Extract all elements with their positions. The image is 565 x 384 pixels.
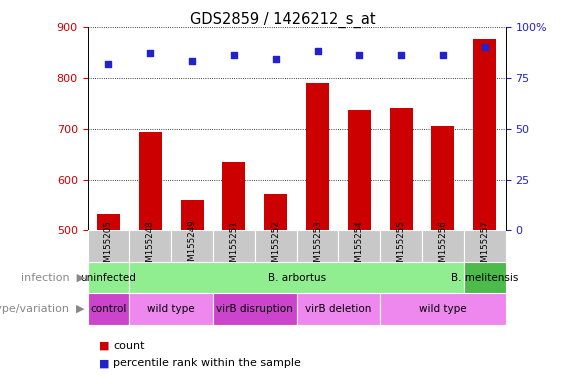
Text: GSM155255: GSM155255 [397,220,406,273]
Text: virB deletion: virB deletion [305,304,372,314]
Text: virB disruption: virB disruption [216,304,293,314]
Text: GSM155256: GSM155256 [438,220,447,273]
Text: GSM155252: GSM155252 [271,220,280,273]
Point [229,52,238,58]
Bar [88,293,129,325]
Bar [297,230,338,262]
Bar [139,132,162,384]
Text: ■: ■ [99,341,110,351]
Text: genotype/variation  ▶: genotype/variation ▶ [0,304,85,314]
Bar [306,83,329,384]
Text: uninfected: uninfected [81,273,136,283]
Bar [88,262,129,293]
Text: control: control [90,304,127,314]
Bar [348,110,371,384]
Text: GSM155251: GSM155251 [229,220,238,273]
Bar [255,230,297,262]
Text: infection  ▶: infection ▶ [21,273,85,283]
Bar [171,230,213,262]
Bar [129,230,171,262]
Text: GDS2859 / 1426212_s_at: GDS2859 / 1426212_s_at [190,12,375,28]
Text: GSM155249: GSM155249 [188,220,197,273]
Text: GSM155248: GSM155248 [146,220,155,273]
Text: wild type: wild type [147,304,195,314]
Bar [338,230,380,262]
Bar [129,293,213,325]
Point [146,50,155,56]
Text: GSM155254: GSM155254 [355,220,364,273]
Text: GSM155205: GSM155205 [104,220,113,273]
Text: wild type: wild type [419,304,467,314]
Point [313,48,322,55]
Bar [213,230,255,262]
Bar [464,262,506,293]
Point [438,52,447,58]
Bar [380,293,506,325]
Bar [264,194,287,384]
Point [355,52,364,58]
Point [397,52,406,58]
Point [480,44,489,50]
Bar [129,262,464,293]
Text: B. arbortus: B. arbortus [268,273,325,283]
Bar [223,162,245,384]
Bar [390,108,412,384]
Text: GSM155257: GSM155257 [480,220,489,273]
Point [271,56,280,63]
Text: count: count [113,341,145,351]
Bar [380,230,422,262]
Point [188,58,197,65]
Text: B. melitensis: B. melitensis [451,273,519,283]
Bar [422,230,464,262]
Text: percentile rank within the sample: percentile rank within the sample [113,358,301,368]
Text: GSM155253: GSM155253 [313,220,322,273]
Bar [473,38,496,384]
Bar [88,230,129,262]
Bar [297,293,380,325]
Bar [432,126,454,384]
Bar [181,200,203,384]
Bar [464,230,506,262]
Text: ■: ■ [99,358,110,368]
Bar [213,293,297,325]
Bar [97,214,120,384]
Point [104,60,113,66]
